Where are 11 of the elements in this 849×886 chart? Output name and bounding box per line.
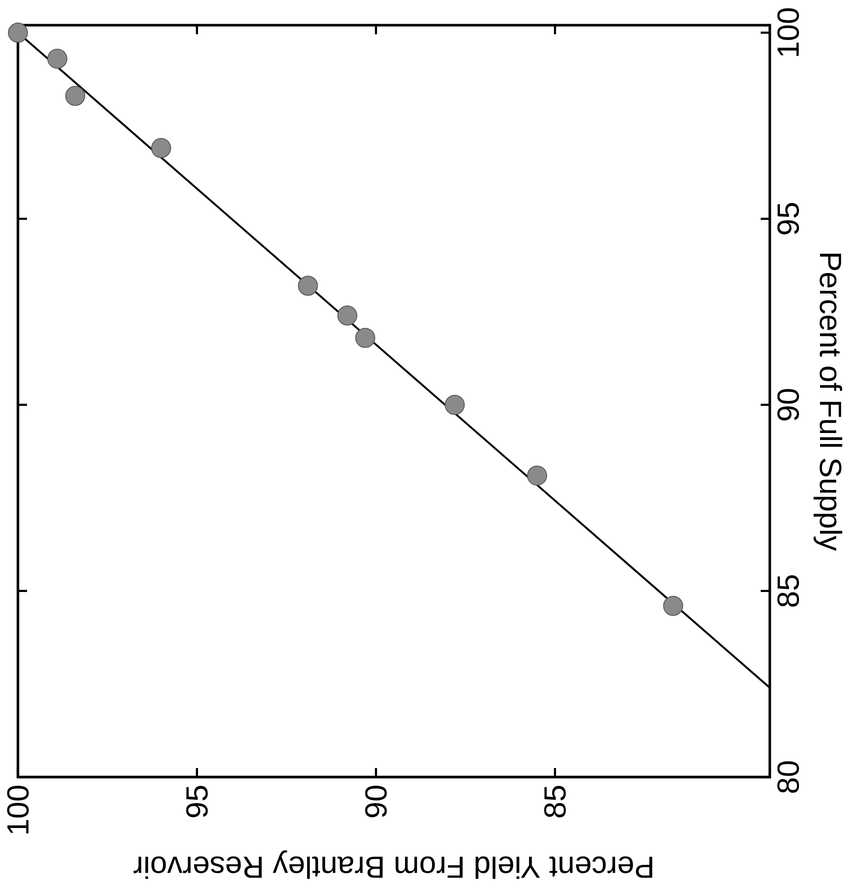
y-tick-label: 80 (777, 761, 799, 793)
x-tick-label: 95 (186, 786, 208, 818)
y-tick-label: 95 (777, 203, 799, 234)
y-tick-label: 90 (777, 389, 799, 420)
x-tick-label: 100 (6, 786, 29, 834)
y-tick-label: 100 (777, 8, 799, 56)
x-tick-label: 90 (364, 786, 387, 818)
x-tick-label: 85 (544, 786, 566, 818)
x-axis-title: Percent Yield From Brantley Reservoir (134, 850, 652, 879)
y-tick-label: 85 (777, 575, 799, 607)
y-axis-title: Percent of Full Supply (813, 254, 842, 551)
